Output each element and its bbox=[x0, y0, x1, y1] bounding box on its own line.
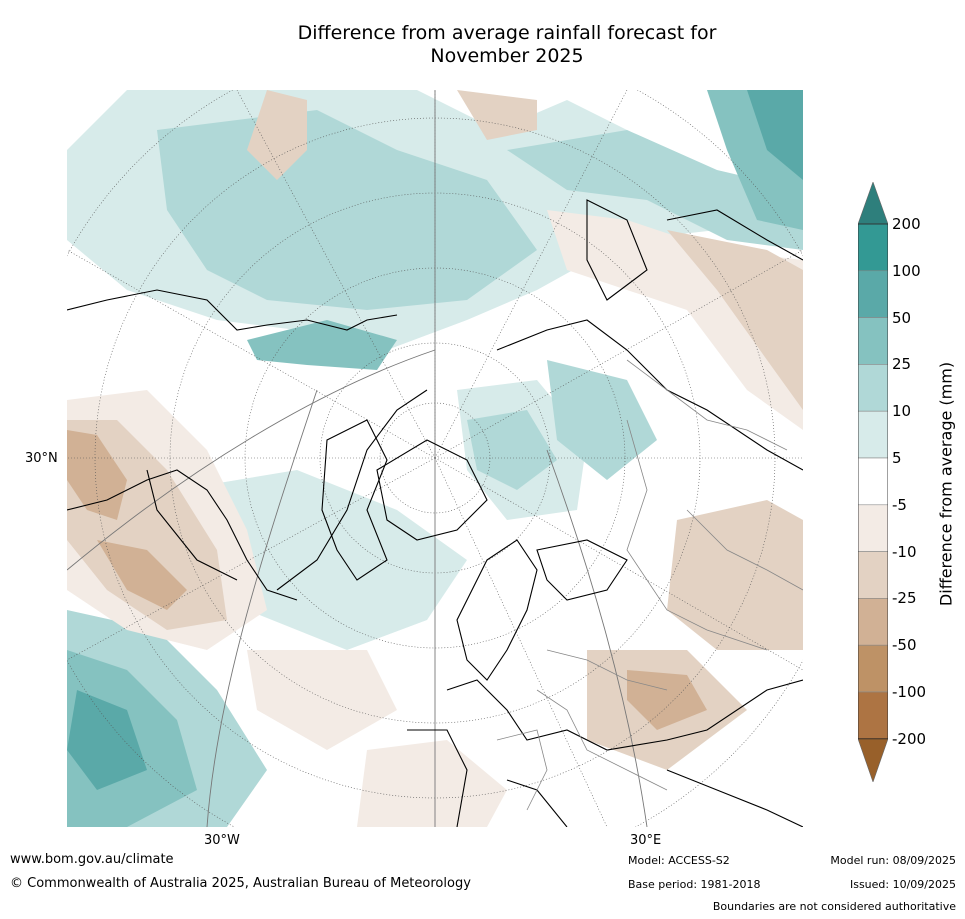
footer-disclaimer: Boundaries are not considered authoritat… bbox=[712, 900, 956, 913]
footer-model-run: Model run: 08/09/2025 bbox=[830, 854, 956, 867]
lon-label-30e: 30°E bbox=[630, 833, 662, 848]
forecast-map bbox=[67, 90, 803, 827]
colorbar-extend-top bbox=[857, 181, 889, 225]
colorbar-segment bbox=[857, 551, 889, 599]
lon-label-30w: 30°W bbox=[204, 833, 240, 848]
footer-model: Model: ACCESS-S2 bbox=[628, 854, 730, 867]
colorbar-graphic bbox=[857, 181, 889, 783]
colorbar-tick-label: -5 bbox=[892, 495, 907, 514]
footer-url: www.bom.gov.au/climate bbox=[10, 852, 174, 867]
colorbar-tick-label: -25 bbox=[892, 589, 917, 608]
coastlines bbox=[67, 199, 803, 827]
colorbar-segment bbox=[857, 504, 889, 552]
colorbar-tick-label: -200 bbox=[892, 729, 927, 748]
colorbar-tick-label: 50 bbox=[892, 308, 912, 327]
footer-copyright: © Commonwealth of Australia 2025, Austra… bbox=[10, 876, 471, 891]
title-line-2: November 2025 bbox=[430, 45, 584, 67]
colorbar-segment bbox=[857, 270, 889, 318]
colorbar-tick-label: 10 bbox=[892, 402, 912, 421]
title-line-1: Difference from average rainfall forecas… bbox=[297, 22, 717, 44]
footer-base-period: Base period: 1981-2018 bbox=[628, 878, 761, 891]
chart-title: Difference from average rainfall forecas… bbox=[0, 22, 965, 68]
colorbar-title: Difference from average (mm) bbox=[936, 361, 956, 607]
colorbar-segment bbox=[857, 410, 889, 459]
colorbar-segment bbox=[857, 457, 889, 506]
map-canvas bbox=[67, 90, 803, 827]
colorbar-segment bbox=[857, 644, 889, 693]
colorbar bbox=[857, 181, 889, 783]
colorbar-segment bbox=[857, 598, 889, 646]
colorbar-tick-label: -50 bbox=[892, 636, 917, 655]
colorbar-tick-label: -10 bbox=[892, 542, 917, 561]
colorbar-segment bbox=[857, 691, 889, 740]
lat-label-30n: 30°N bbox=[25, 451, 58, 466]
colorbar-extend-bottom bbox=[857, 738, 889, 783]
colorbar-tick-label: 200 bbox=[892, 215, 921, 233]
country-borders bbox=[496, 359, 803, 811]
colorbar-tick-label: 5 bbox=[892, 449, 902, 467]
colorbar-segment bbox=[857, 223, 889, 272]
meridian-lines bbox=[67, 90, 648, 827]
colorbar-tick-label: -100 bbox=[892, 683, 927, 701]
colorbar-segment bbox=[857, 364, 889, 412]
colorbar-tick-label: 25 bbox=[892, 355, 912, 374]
footer-issued: Issued: 10/09/2025 bbox=[849, 878, 956, 891]
colorbar-segment bbox=[857, 317, 889, 365]
colorbar-tick-label: 100 bbox=[892, 261, 921, 280]
